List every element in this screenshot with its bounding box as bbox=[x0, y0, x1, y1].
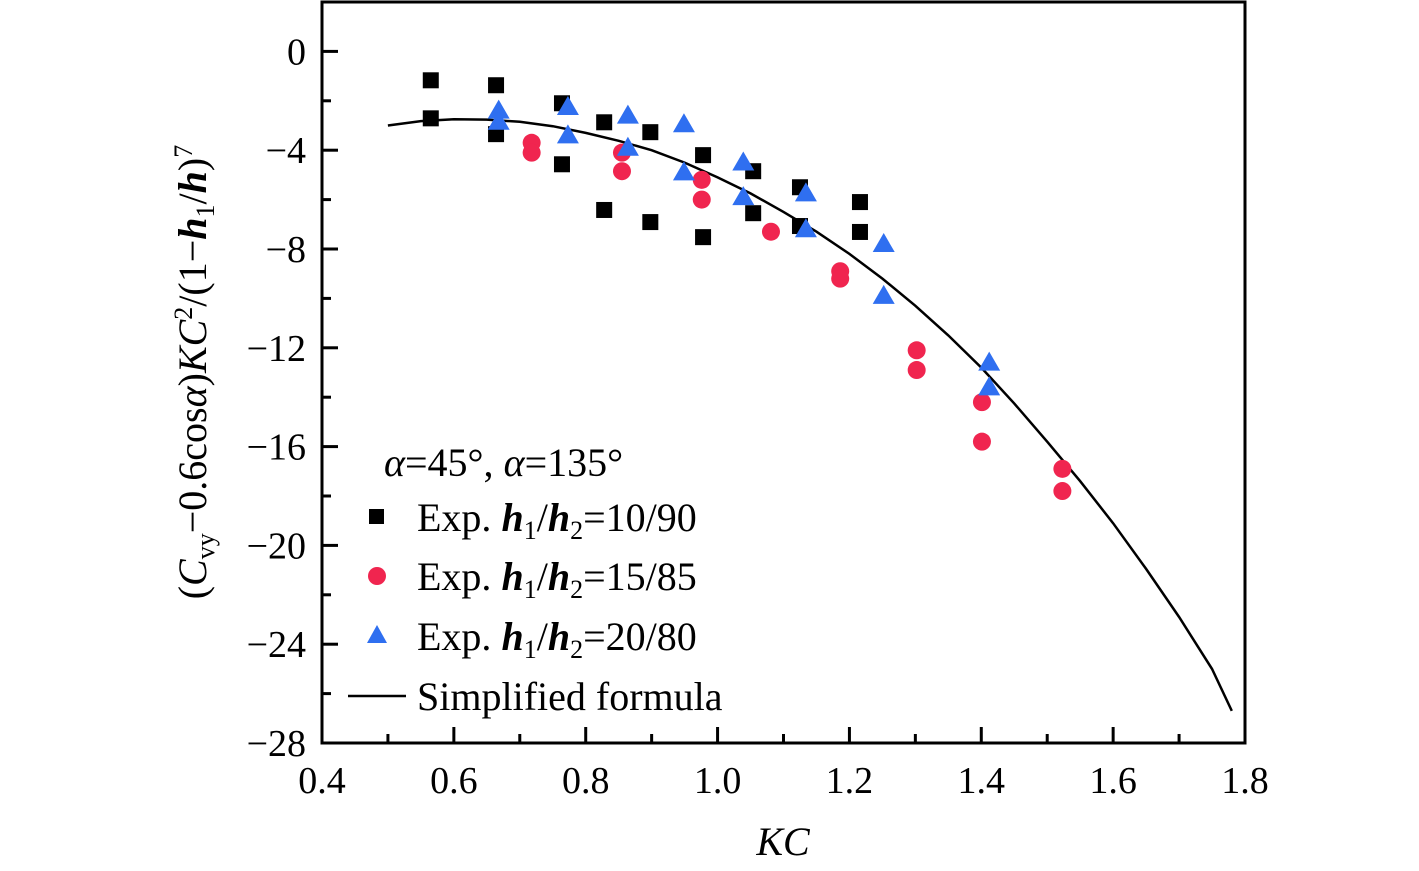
triangle-data-point bbox=[487, 110, 510, 130]
y-tick-label: −28 bbox=[247, 723, 306, 765]
legend-label-15-85: Exp. h1/h2=15/85 bbox=[417, 554, 697, 604]
square-data-point bbox=[642, 124, 659, 141]
legend: α=45°, α=135° Exp. h1/h2=10/90 Exp. h1/h… bbox=[348, 440, 723, 719]
x-tick-label: 0.4 bbox=[298, 760, 346, 802]
triangle-data-point bbox=[794, 182, 817, 202]
square-data-point bbox=[553, 156, 570, 173]
square-data-point bbox=[488, 126, 505, 143]
square-data-point bbox=[695, 147, 712, 164]
circle-data-point bbox=[1053, 482, 1072, 501]
x-tick-label: 1.4 bbox=[958, 760, 1006, 802]
triangle-data-point bbox=[872, 284, 895, 304]
curve-layer bbox=[387, 118, 1233, 712]
x-tick-label: 0.8 bbox=[562, 760, 610, 802]
circle-data-point bbox=[761, 222, 780, 241]
x-tick-label: 1.2 bbox=[826, 760, 874, 802]
circle-data-point bbox=[907, 361, 926, 380]
square-data-point bbox=[642, 214, 659, 231]
circle-data-point bbox=[972, 393, 991, 412]
x-tick-label: 1.6 bbox=[1089, 760, 1137, 802]
triangle-data-point bbox=[672, 161, 695, 181]
triangle-data-point bbox=[794, 218, 817, 238]
simplified-formula-curve bbox=[387, 118, 1233, 712]
legend-circle-marker bbox=[368, 567, 386, 585]
legend-square-marker bbox=[369, 509, 384, 524]
markers bbox=[422, 72, 1072, 501]
triangle-data-point bbox=[616, 104, 639, 124]
square-data-point bbox=[851, 223, 868, 240]
triangle-data-point bbox=[978, 351, 1001, 371]
triangle-data-point bbox=[978, 376, 1001, 396]
y-tick-label: −16 bbox=[247, 427, 306, 469]
triangle-data-point bbox=[616, 136, 639, 156]
triangle-data-point bbox=[732, 151, 755, 171]
y-tick-label: −4 bbox=[266, 130, 306, 172]
circle-data-point bbox=[522, 143, 541, 162]
square-data-point bbox=[422, 110, 439, 127]
square-data-point bbox=[851, 194, 868, 211]
x-tick-label: 1.0 bbox=[694, 760, 742, 802]
y-tick-label: −20 bbox=[247, 525, 306, 567]
y-tick-label: −8 bbox=[266, 229, 306, 271]
circle-data-point bbox=[907, 341, 926, 360]
triangle-data-point bbox=[872, 233, 895, 253]
legend-title: α=45°, α=135° bbox=[384, 440, 623, 485]
x-tick-label: 1.8 bbox=[1221, 760, 1269, 802]
x-tick-label: 0.6 bbox=[430, 760, 478, 802]
triangle-data-point bbox=[672, 113, 695, 133]
legend-triangle-marker bbox=[367, 625, 387, 643]
triangle-data-point bbox=[487, 99, 510, 119]
legend-label-10-90: Exp. h1/h2=10/90 bbox=[417, 495, 697, 545]
square-data-point bbox=[422, 72, 439, 89]
x-axis-title: KC bbox=[755, 819, 811, 864]
y-axis-title: (Cvy−0.6cosα)KC2/(1−h1/h)7 bbox=[169, 145, 220, 600]
circle-data-point bbox=[831, 269, 850, 288]
circle-data-point bbox=[1053, 459, 1072, 478]
square-data-point bbox=[488, 77, 505, 94]
square-data-point bbox=[596, 201, 613, 218]
square-data-point bbox=[596, 114, 613, 131]
triangle-data-point bbox=[732, 186, 755, 206]
square-data-point bbox=[695, 229, 712, 246]
circle-data-point bbox=[972, 432, 991, 451]
y-tick-label: −12 bbox=[247, 328, 306, 370]
circle-data-point bbox=[612, 162, 631, 181]
triangle-data-point bbox=[556, 95, 579, 115]
legend-label-simplified: Simplified formula bbox=[417, 674, 723, 719]
ticks: 0.4 0.6 0.8 1.0 1.2 1.4 1.6 1.8 0 −4 −8 −12 −16 −20 −2… bbox=[247, 31, 1269, 802]
circle-data-point bbox=[692, 190, 711, 209]
y-tick-label: 0 bbox=[287, 31, 306, 73]
legend-label-20-80: Exp. h1/h2=20/80 bbox=[417, 614, 697, 664]
y-tick-label: −24 bbox=[247, 624, 306, 666]
triangle-data-point bbox=[556, 124, 579, 144]
circle-data-point bbox=[692, 170, 711, 189]
square-data-point bbox=[745, 205, 762, 222]
